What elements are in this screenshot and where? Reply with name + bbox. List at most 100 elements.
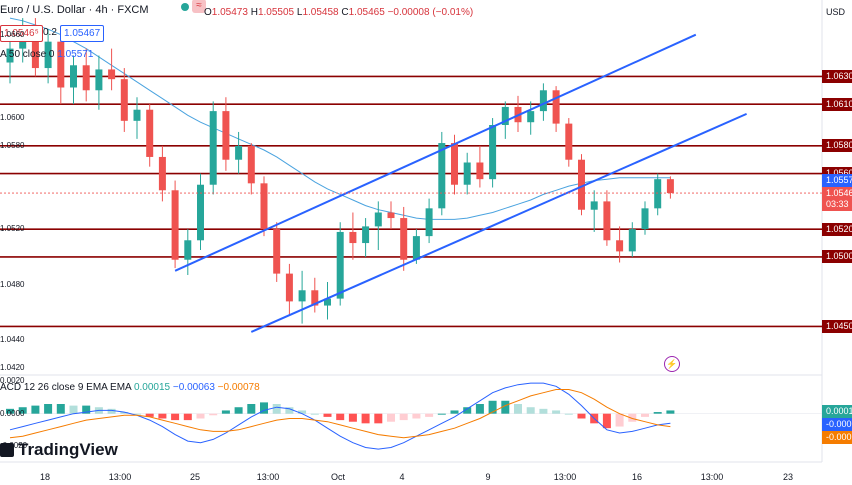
high-value: 1.05505 bbox=[257, 7, 295, 18]
candle-body bbox=[527, 111, 535, 123]
macd-tick-label: 0.0020 bbox=[0, 376, 25, 386]
ema-legend[interactable]: A 50 close 0 1.05571 bbox=[0, 49, 93, 60]
candle-body bbox=[641, 208, 649, 230]
candle-body bbox=[324, 298, 331, 306]
macd-histogram-bar bbox=[488, 400, 497, 414]
price-tag: 03:33 bbox=[822, 197, 852, 211]
lightning-icon[interactable]: ⚡ bbox=[664, 356, 680, 372]
low-label: L bbox=[296, 7, 303, 18]
time-tick-label: 13:00 bbox=[256, 472, 280, 482]
macd-legend[interactable]: ACD 12 26 close 9 EMA EMA 0.00015 −0.000… bbox=[0, 382, 260, 393]
high-label: H bbox=[250, 7, 258, 18]
candle-body bbox=[311, 290, 319, 306]
candle-body bbox=[463, 162, 471, 185]
candle-body bbox=[298, 290, 306, 302]
macd-histogram-bar bbox=[628, 413, 637, 422]
macd-histogram-bar bbox=[615, 413, 624, 427]
candle-body bbox=[57, 41, 65, 88]
macd-histogram-bar bbox=[336, 413, 345, 421]
level-price-tag: 1.0580 bbox=[822, 139, 852, 153]
tradingview-logo-icon bbox=[0, 443, 14, 457]
macd-tick-label: -0.0020 bbox=[0, 440, 28, 450]
candle-body bbox=[476, 162, 484, 180]
candle-body bbox=[95, 69, 103, 91]
candle-body bbox=[82, 65, 90, 91]
tradingview-logo: TradingView bbox=[0, 440, 118, 460]
candle-body bbox=[158, 156, 166, 191]
macd-histogram-bar bbox=[44, 404, 53, 414]
macd-histogram-bar bbox=[82, 405, 91, 414]
macd-histogram-bar bbox=[412, 413, 421, 419]
time-tick-label: 13:00 bbox=[553, 472, 577, 482]
compare-badge[interactable]: ≈ bbox=[192, 0, 206, 13]
price-tick-label: 1.0660 bbox=[0, 29, 25, 39]
candle-body bbox=[666, 179, 674, 194]
macd-histogram-bar bbox=[310, 413, 319, 415]
macd-histogram-bar bbox=[475, 404, 484, 414]
candle-body bbox=[387, 212, 395, 219]
macd-histogram-bar bbox=[552, 410, 561, 414]
candle-body bbox=[425, 208, 433, 237]
candle-body bbox=[70, 65, 77, 88]
time-tick-label: 23 bbox=[782, 472, 794, 482]
level-price-tag: 1.0500 bbox=[822, 250, 852, 264]
macd-histogram-bar bbox=[209, 413, 218, 416]
macd-histogram-bar bbox=[539, 408, 548, 414]
candle-body bbox=[336, 231, 344, 299]
candle-body bbox=[539, 90, 547, 112]
macd-histogram-bar bbox=[298, 410, 307, 414]
candle-body bbox=[171, 190, 179, 260]
macd-histogram-bar bbox=[653, 412, 662, 414]
macd-histogram-bar bbox=[514, 404, 522, 414]
level-price-tag: 1.0610 bbox=[822, 97, 852, 111]
macd-histogram-bar bbox=[577, 413, 586, 419]
macd-histogram-bar bbox=[323, 413, 332, 417]
market-open-dot bbox=[181, 3, 189, 11]
candle-body bbox=[184, 240, 192, 260]
sell-button[interactable]: 1.0546⁵ bbox=[0, 25, 43, 42]
buy-button[interactable]: 1.05467 bbox=[60, 25, 105, 42]
candle-body bbox=[349, 231, 357, 244]
candle-body bbox=[209, 111, 217, 185]
price-tick-label: 1.0600 bbox=[0, 113, 25, 123]
macd-histogram-bar bbox=[387, 413, 395, 422]
macd-histogram-bar bbox=[361, 413, 370, 424]
price-tick-label: 1.0520 bbox=[0, 224, 25, 234]
price-tag: 1.0546 bbox=[822, 186, 852, 200]
macd-histogram-bar bbox=[564, 413, 573, 415]
macd-histogram-bar bbox=[437, 413, 446, 415]
spread-value: 0.2 bbox=[43, 27, 57, 38]
close-label: C bbox=[341, 7, 349, 18]
level-price-tag: 1.0450 bbox=[822, 319, 852, 333]
candle-body bbox=[451, 143, 458, 185]
candle-body bbox=[412, 236, 420, 260]
macd-histogram-bar bbox=[56, 404, 65, 414]
time-tick-label: 13:00 bbox=[108, 472, 132, 482]
level-price-tag: 1.0520 bbox=[822, 222, 852, 236]
macd-histogram-bar bbox=[31, 405, 40, 414]
macd-histogram-bar bbox=[145, 413, 154, 417]
time-tick-label: 4 bbox=[399, 472, 405, 482]
macd-histogram-bar bbox=[501, 400, 510, 414]
macd-histogram-bar bbox=[247, 404, 256, 414]
macd-value-tag: -0.000 bbox=[822, 431, 852, 444]
macd-histogram-bar bbox=[272, 404, 281, 414]
macd-value-tag: 0.0001 bbox=[822, 405, 852, 418]
candle-body bbox=[438, 143, 446, 209]
macd-histogram-bar bbox=[196, 413, 205, 419]
price-tag: 1.0557 bbox=[822, 174, 852, 188]
ema-line bbox=[9, 17, 671, 220]
symbol-title[interactable]: Euro / U.S. Dollar · 4h · FXCM bbox=[0, 4, 149, 16]
channel-trendline bbox=[174, 33, 697, 272]
time-tick-label: 9 bbox=[485, 472, 491, 482]
change-value: −0.00008 (−0.01%) bbox=[387, 7, 474, 18]
candle-body bbox=[133, 109, 141, 121]
macd-histogram-bar bbox=[450, 410, 459, 414]
macd-histogram-bar bbox=[463, 407, 472, 414]
candle-body bbox=[31, 31, 39, 69]
macd-histogram-bar bbox=[666, 410, 675, 414]
macd-histogram-bar bbox=[133, 413, 141, 415]
macd-histogram-bar bbox=[399, 413, 408, 421]
